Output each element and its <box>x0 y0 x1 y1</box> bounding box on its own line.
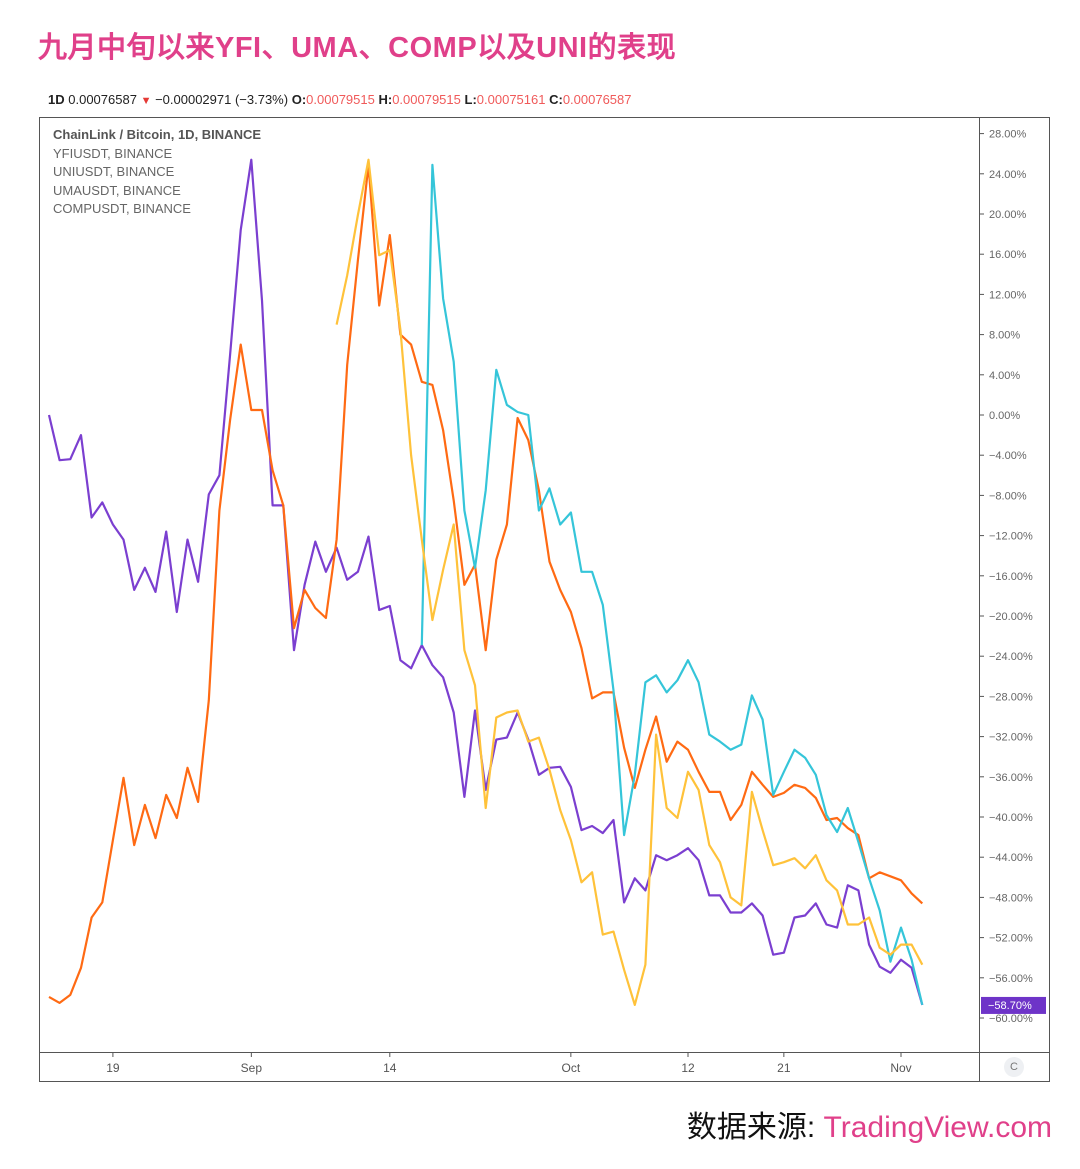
y-tick-label: −32.00% <box>989 732 1033 744</box>
close-label: C: <box>549 92 563 107</box>
page-title: 九月中旬以来YFI、UMA、COMP以及UNI的表现 <box>38 32 677 64</box>
x-tick-label: 19 <box>106 1061 120 1075</box>
series-line-yfiusdt <box>48 163 924 1005</box>
series-line-umausdt <box>335 158 924 1007</box>
high-value: 0.00079515 <box>392 92 461 107</box>
y-tick-label: 24.00% <box>989 169 1027 181</box>
high-label: H: <box>378 92 393 107</box>
y-tick-label: 20.00% <box>989 209 1027 221</box>
y-tick-label: −12.00% <box>989 531 1033 543</box>
last-value-label: −58.70% <box>981 996 1046 1014</box>
y-tick-label: −40.00% <box>989 812 1033 824</box>
legend-item: ChainLink / Bitcoin, 1D, BINANCE <box>53 127 262 142</box>
x-tick-label: Oct <box>562 1061 581 1075</box>
last-value-text: −58.70% <box>988 1000 1032 1012</box>
x-tick-label: Nov <box>890 1061 911 1075</box>
source-brand-link[interactable]: TradingView.com <box>823 1111 1052 1144</box>
x-tick-label: 21 <box>777 1061 791 1075</box>
scale-reset-button[interactable]: C <box>1004 1057 1024 1077</box>
last-value-badge <box>981 996 1046 1014</box>
y-tick-label: −36.00% <box>989 772 1033 784</box>
y-tick-label: −60.00% <box>989 1013 1033 1025</box>
y-tick-label: −8.00% <box>989 490 1027 502</box>
close-value: 0.00076587 <box>562 92 632 107</box>
legend-item: UMAUSDT, BINANCE <box>53 182 181 198</box>
interval-label: 1D <box>48 92 65 107</box>
y-tick-label: −48.00% <box>989 892 1033 904</box>
price-change: −0.00002971 (−3.73%) <box>155 92 289 107</box>
series-line-chainlink-bitcoin <box>47 158 924 1006</box>
ohlc-bar: 1D 0.00076587 ▼ −0.00002971 (−3.73%) O:0… <box>48 92 632 107</box>
open-label: O: <box>291 92 307 107</box>
y-tick-label: 28.00% <box>989 129 1027 141</box>
low-label: L: <box>464 92 477 107</box>
chart-legend: ChainLink / Bitcoin, 1D, BINANCE YFIUSDT… <box>53 126 261 219</box>
x-tick-label: 14 <box>383 1061 397 1075</box>
down-arrow-icon: ▼ <box>140 95 152 107</box>
x-tick-label: Sep <box>241 1061 263 1075</box>
chart-frame <box>39 117 1050 1082</box>
legend-item: COMPUSDT, BINANCE <box>53 201 191 217</box>
y-tick-label: −56.00% <box>989 973 1033 985</box>
y-tick-label: 12.00% <box>989 289 1027 301</box>
y-tick-label: −44.00% <box>989 852 1033 864</box>
y-tick-label: 8.00% <box>989 330 1020 342</box>
last-price: 0.00076587 <box>68 92 137 107</box>
open-value: 0.00079515 <box>306 92 375 107</box>
series-line-uniusdt <box>420 163 924 1006</box>
y-tick-label: 4.00% <box>989 370 1020 382</box>
y-axis[interactable]: 28.00% 24.00% 20.00% 16.00% 12.00% 8.00% 4.00%… <box>979 129 1033 1025</box>
y-tick-label: −52.00% <box>989 933 1033 945</box>
series-lines <box>47 158 924 1007</box>
x-axis[interactable]: 19 Sep 14 Oct 12 21 Nov <box>106 1052 912 1075</box>
x-tick-label: 12 <box>681 1061 695 1075</box>
y-tick-label: 0.00% <box>989 410 1020 422</box>
y-tick-label: −16.00% <box>989 571 1033 583</box>
y-tick-label: 16.00% <box>989 249 1027 261</box>
y-tick-label: −4.00% <box>989 450 1027 462</box>
source-label: 数据来源: <box>686 1111 824 1144</box>
legend-item: UNIUSDT, BINANCE <box>53 164 175 180</box>
y-tick-label: −24.00% <box>989 651 1033 663</box>
y-tick-label: −20.00% <box>989 611 1033 623</box>
data-source: 数据来源: TradingView.com <box>687 1102 1052 1146</box>
y-tick-label: −28.00% <box>989 691 1033 703</box>
low-value: 0.00075161 <box>476 92 546 107</box>
legend-item: YFIUSDT, BINANCE <box>53 145 173 161</box>
